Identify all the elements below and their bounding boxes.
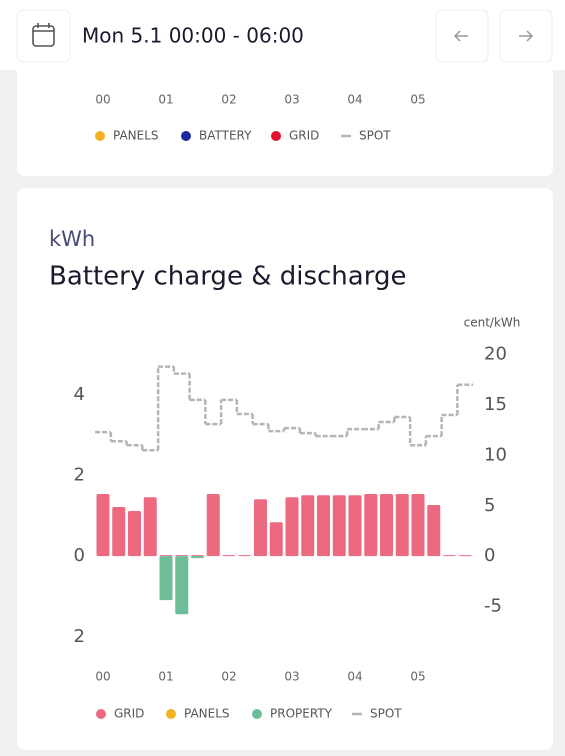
bar <box>332 495 346 557</box>
legend-dot <box>271 131 281 141</box>
legend-label: PANELS <box>113 129 159 143</box>
x-tick-label: 04 <box>347 93 362 107</box>
legend-label: PROPERTY <box>270 707 333 721</box>
x-tick-label: 01 <box>158 670 173 684</box>
bar <box>348 495 362 557</box>
bar <box>159 555 173 557</box>
x-tick-label: 02 <box>221 670 236 684</box>
y-tick-label: 2 <box>74 465 85 486</box>
bar <box>269 522 283 557</box>
legend-dot <box>252 709 262 719</box>
chart-title: Battery charge & discharge <box>49 262 406 292</box>
y-tick-label: 2 <box>74 626 85 647</box>
bar <box>175 556 189 615</box>
header-title: Mon 5.1 00:00 - 06:00 <box>82 24 304 48</box>
legend-dot <box>166 709 176 719</box>
bar <box>159 556 173 601</box>
x-tick-label: 05 <box>410 93 425 107</box>
y-tick-label: 0 <box>74 545 85 566</box>
x-tick-label: 05 <box>410 670 425 684</box>
y2-tick-label: -5 <box>484 596 502 617</box>
x-tick-label: 03 <box>284 93 299 107</box>
y2-tick-label: 5 <box>484 495 495 516</box>
bar <box>301 495 315 557</box>
bar <box>191 556 204 559</box>
bar <box>380 494 393 557</box>
y2-tick-label: 10 <box>484 444 507 465</box>
y-tick-label: 4 <box>74 384 85 405</box>
legend-label: GRID <box>114 707 144 721</box>
legend-label: SPOT <box>359 129 391 143</box>
chart-card <box>17 188 553 750</box>
bar <box>285 497 299 557</box>
bar <box>206 494 220 557</box>
bar <box>411 494 425 557</box>
chart-unit: kWh <box>49 227 95 251</box>
bar <box>128 510 141 557</box>
y2-tick-label: 20 <box>484 344 507 365</box>
legend-label: GRID <box>289 129 319 143</box>
bar <box>191 555 204 557</box>
bar <box>443 555 456 557</box>
bar <box>112 506 126 557</box>
y2-tick-label: 15 <box>484 394 507 415</box>
legend-dot <box>95 131 105 141</box>
legend-label: SPOT <box>370 707 402 721</box>
legend-label: PANELS <box>184 707 230 721</box>
bar <box>427 504 441 557</box>
x-tick-label: 00 <box>95 670 110 684</box>
x-tick-label: 03 <box>284 670 299 684</box>
bar <box>317 495 330 557</box>
calendar-icon <box>32 23 55 47</box>
y2-tick-label: 0 <box>484 545 495 566</box>
bar <box>222 555 236 557</box>
bar <box>254 499 267 557</box>
y2-axis-label: cent/kWh <box>464 316 521 330</box>
prev-arrow <box>453 30 468 42</box>
bar <box>238 555 252 557</box>
x-tick-label: 00 <box>95 93 110 107</box>
calendar-button[interactable] <box>16 9 71 63</box>
next-arrow <box>519 30 534 42</box>
legend-label: BATTERY <box>199 129 252 143</box>
bar <box>364 494 378 557</box>
bar <box>395 494 409 557</box>
x-tick-label: 02 <box>221 93 236 107</box>
bar <box>175 555 189 557</box>
x-tick-label: 04 <box>347 670 362 684</box>
legend-dot <box>181 131 191 141</box>
x-tick-label: 01 <box>158 93 173 107</box>
bar <box>143 497 157 557</box>
bar <box>96 494 110 557</box>
bar <box>458 555 472 557</box>
legend-dot <box>96 709 106 719</box>
